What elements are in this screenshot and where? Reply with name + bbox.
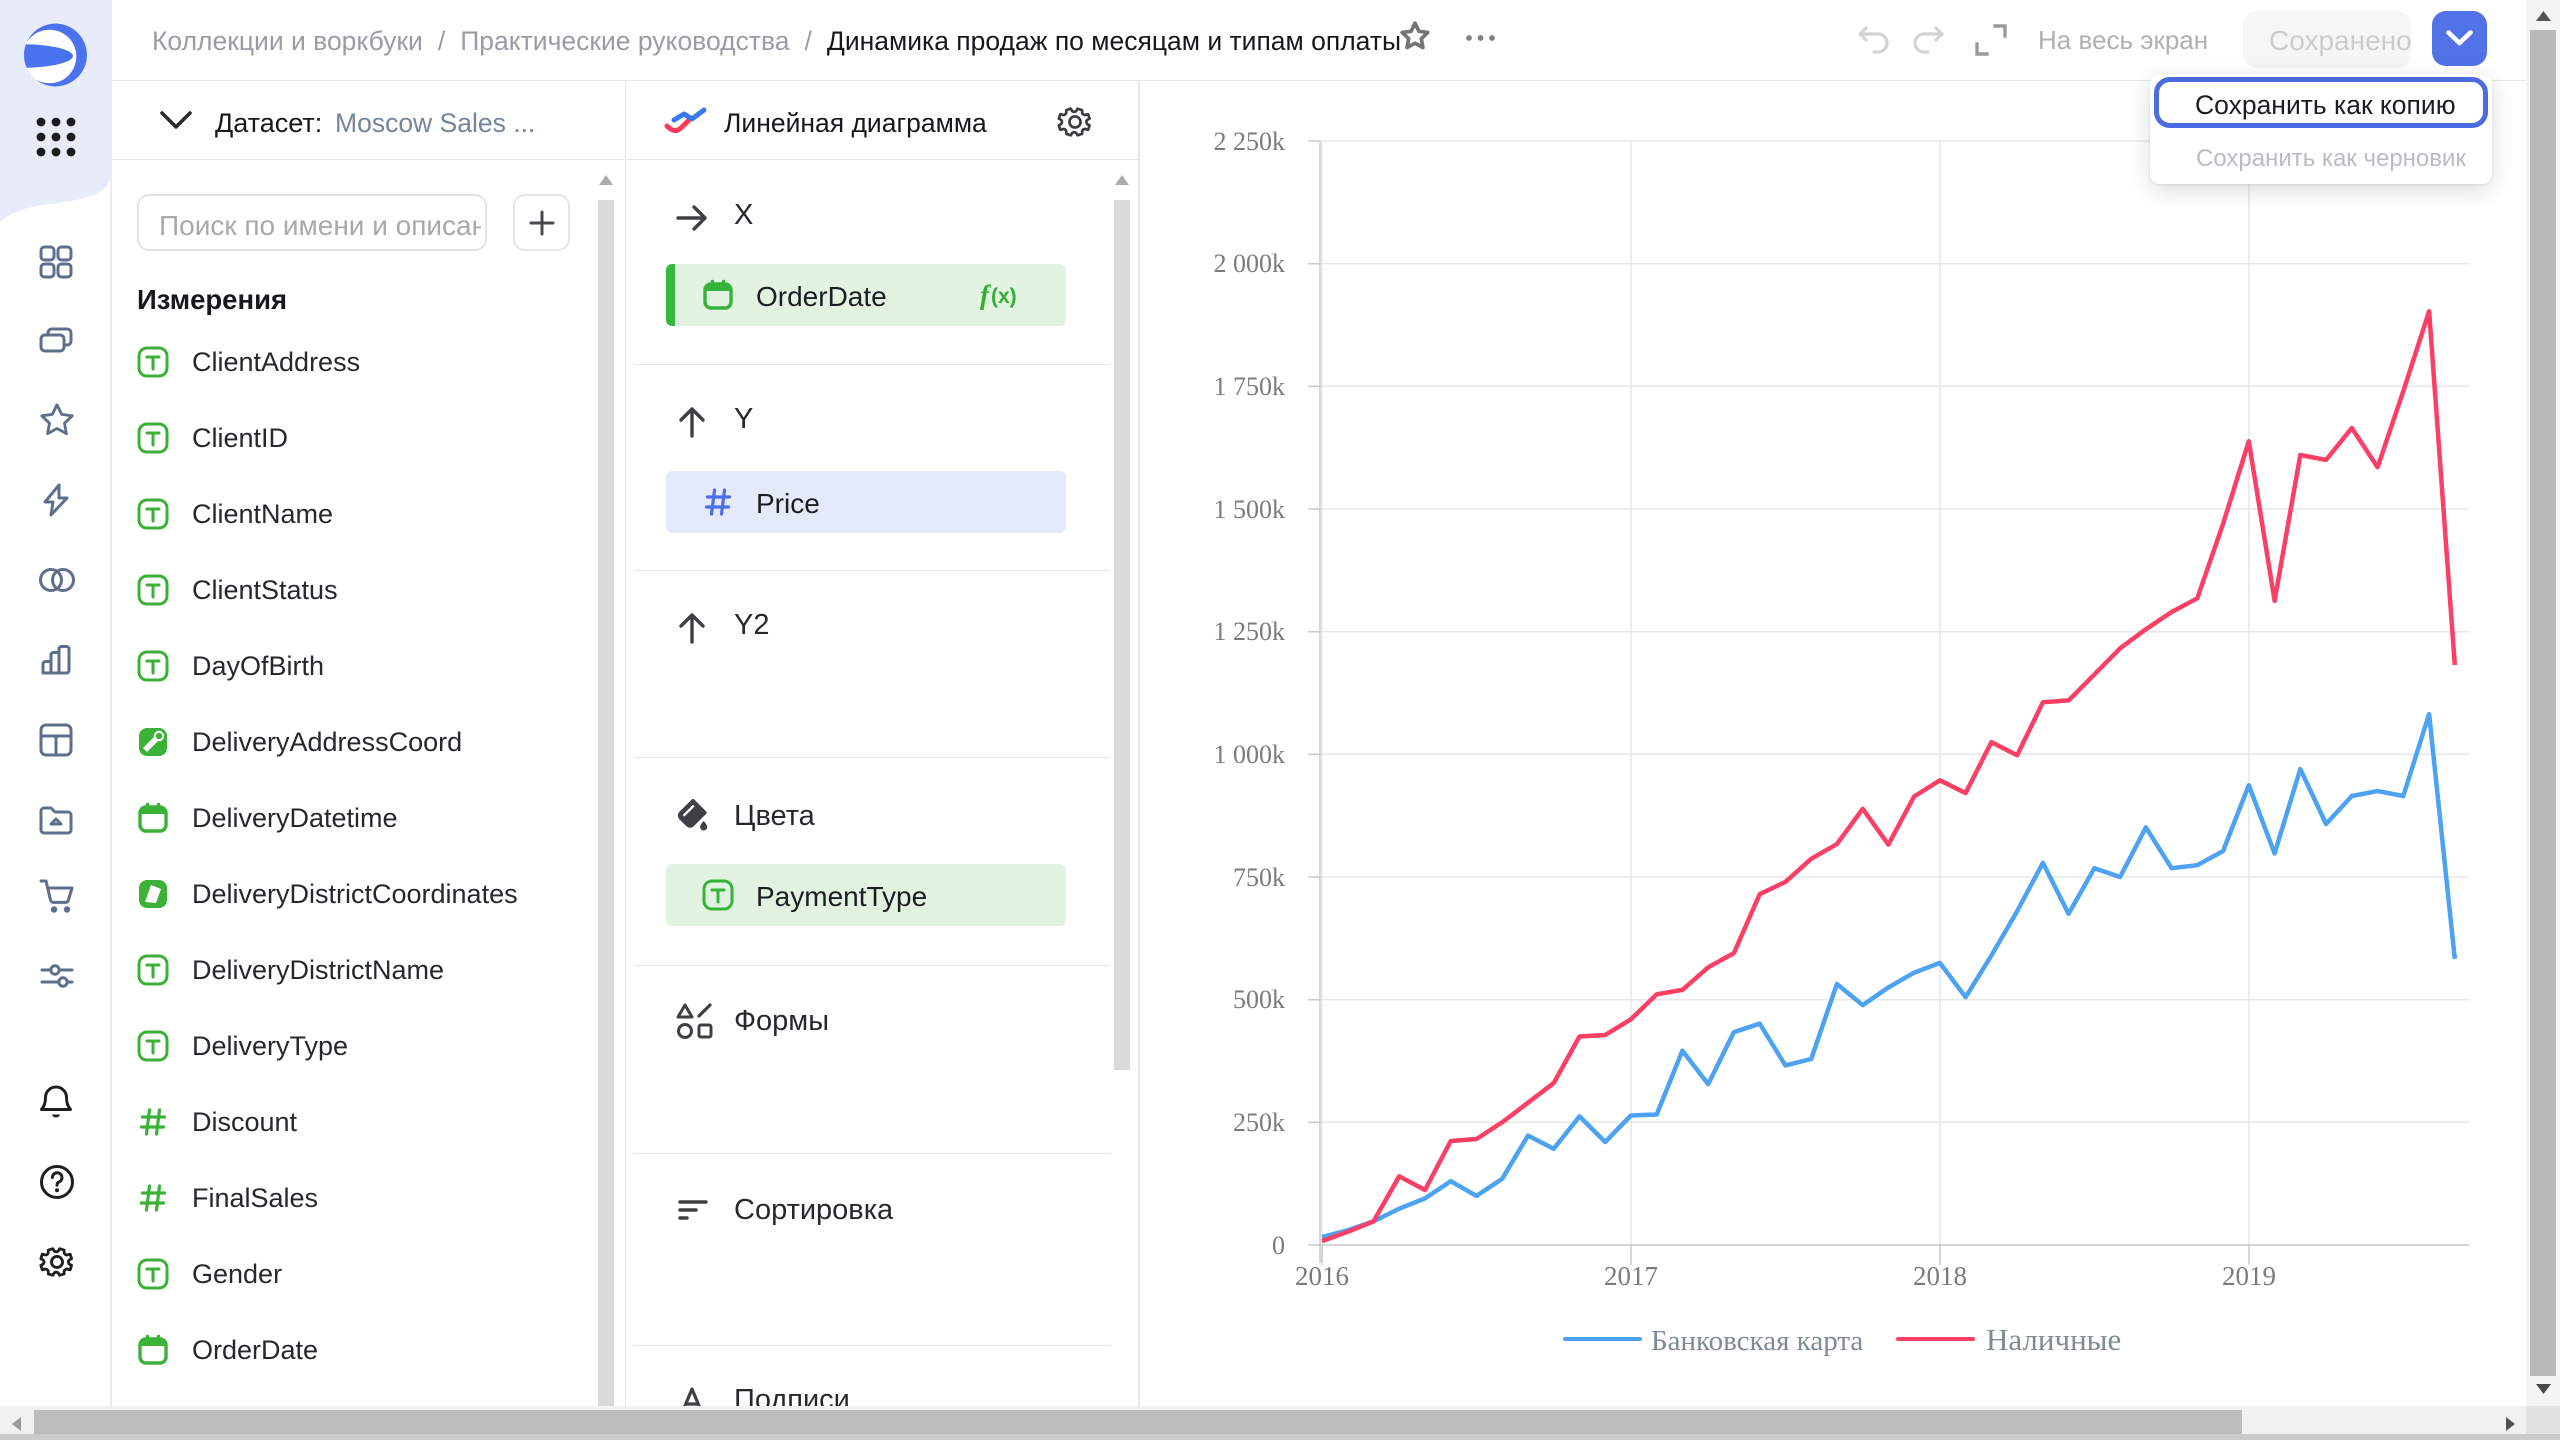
svg-text:2 250k: 2 250k [1214, 127, 1286, 156]
svg-text:Банковская карта: Банковская карта [1651, 1325, 1863, 1357]
svg-text:2016: 2016 [1295, 1261, 1349, 1291]
svg-text:1 250k: 1 250k [1214, 617, 1286, 646]
svg-text:1 000k: 1 000k [1214, 740, 1286, 769]
svg-text:2017: 2017 [1604, 1261, 1658, 1291]
svg-text:250k: 250k [1233, 1108, 1285, 1137]
svg-text:1 500k: 1 500k [1214, 495, 1286, 524]
svg-text:2019: 2019 [2222, 1261, 2276, 1291]
svg-text:750k: 750k [1233, 863, 1285, 892]
svg-text:2018: 2018 [1913, 1261, 1967, 1291]
svg-text:500k: 500k [1233, 985, 1285, 1014]
svg-text:0: 0 [1272, 1231, 1285, 1260]
svg-text:1 750k: 1 750k [1214, 372, 1286, 401]
svg-text:(x): (x) [991, 285, 1017, 308]
svg-text:2 000k: 2 000k [1214, 249, 1286, 278]
svg-text:Наличные: Наличные [1986, 1322, 2121, 1357]
